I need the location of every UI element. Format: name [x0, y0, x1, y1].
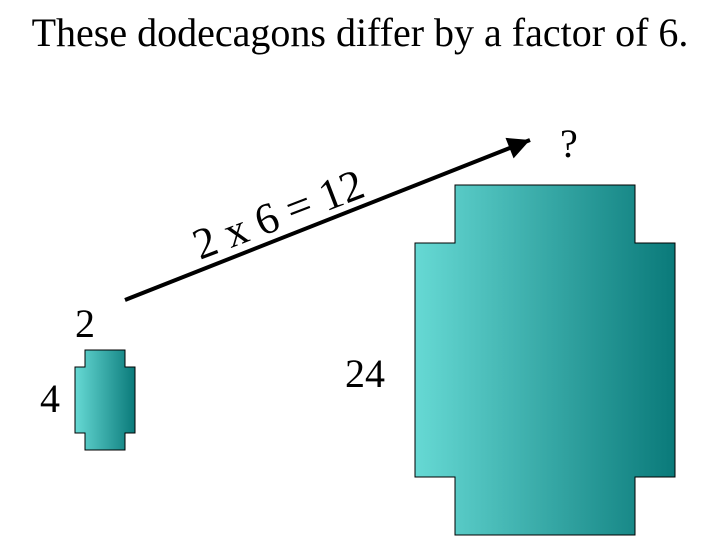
scale-arrow — [125, 138, 530, 300]
diagram-svg: 2 x 6 = 12 — [0, 0, 720, 540]
equation-text: 2 x 6 = 12 — [186, 160, 371, 270]
slide-title: These dodecagons differ by a factor of 6… — [0, 10, 720, 56]
slide: These dodecagons differ by a factor of 6… — [0, 0, 720, 540]
small-dodecagon — [75, 350, 135, 450]
large-shape-left-label: 24 — [345, 350, 385, 397]
question-mark: ? — [560, 120, 578, 167]
large-dodecagon — [415, 185, 675, 535]
small-shape-top-label: 2 — [75, 300, 95, 347]
small-shape-left-label: 4 — [40, 375, 60, 422]
